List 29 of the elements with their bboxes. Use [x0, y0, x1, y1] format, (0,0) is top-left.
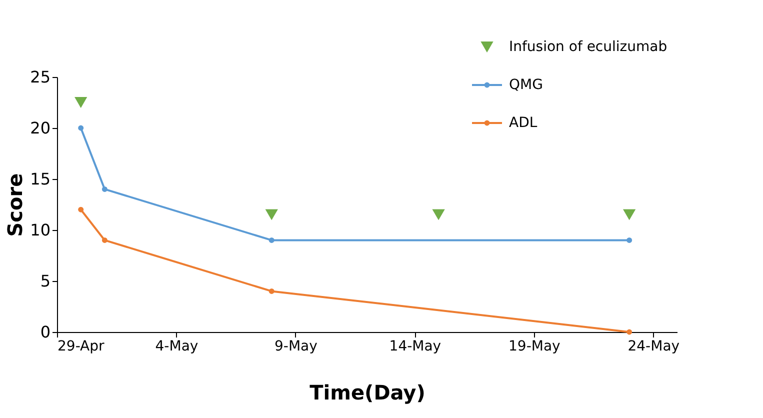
y-tick-label: 25 [30, 68, 50, 86]
point [74, 97, 88, 108]
y-tick-label: 20 [30, 118, 50, 138]
point [102, 186, 108, 192]
x-tick-label: 14-May [389, 338, 442, 354]
point [432, 209, 445, 220]
y-tick-label: 5 [40, 272, 50, 290]
y-axis-title: Score [3, 173, 28, 237]
point [622, 209, 636, 220]
point [102, 237, 108, 243]
x-tick-label: 9-May [274, 338, 318, 354]
x-tick-label: 4-May [155, 338, 198, 354]
point [78, 206, 84, 212]
y-tick-label: 10 [30, 220, 50, 240]
point [626, 237, 632, 243]
x-axis-title: Time(Day) [310, 380, 426, 404]
point [78, 125, 84, 131]
point [626, 329, 632, 335]
point [268, 288, 274, 294]
legend-label: QMG [509, 77, 543, 93]
legend-label: ADL [509, 115, 538, 131]
point [268, 237, 274, 243]
y-tick-label: 15 [30, 170, 50, 188]
legend-label: Infusion of eculizumab [509, 39, 668, 55]
y-tick-label: 0 [40, 322, 50, 342]
x-tick-label: 19-May [508, 338, 560, 354]
x-tick-label: 24-May [628, 338, 680, 354]
x-tick-label: 29-Apr [58, 338, 105, 354]
point [265, 209, 278, 220]
